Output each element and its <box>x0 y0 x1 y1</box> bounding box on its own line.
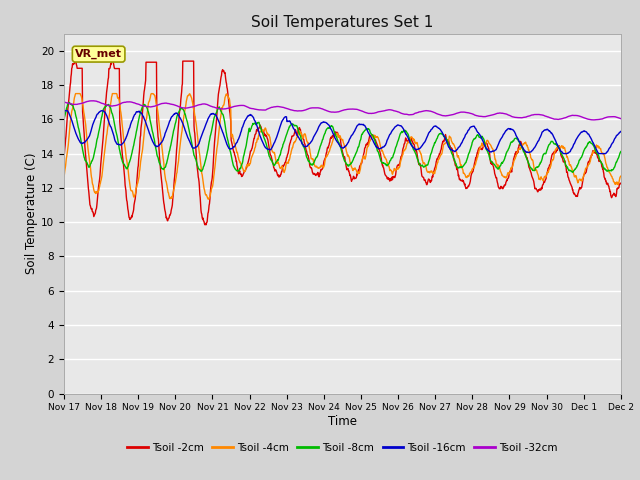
Tsoil -16cm <box>60 108 68 114</box>
Tsoil -8cm <box>429 144 437 150</box>
Tsoil -32cm <box>171 102 179 108</box>
Tsoil -8cm <box>60 117 68 122</box>
Tsoil -2cm <box>109 58 116 64</box>
Tsoil -8cm <box>65 99 73 105</box>
Tsoil -2cm <box>617 180 625 186</box>
Tsoil -8cm <box>184 123 192 129</box>
Title: Soil Temperatures Set 1: Soil Temperatures Set 1 <box>252 15 433 30</box>
Tsoil -8cm <box>502 152 509 157</box>
Tsoil -16cm <box>246 112 254 118</box>
Tsoil -32cm <box>590 117 598 123</box>
Tsoil -4cm <box>247 157 255 163</box>
Tsoil -2cm <box>184 58 192 64</box>
Tsoil -2cm <box>247 148 255 154</box>
Text: VR_met: VR_met <box>75 49 122 59</box>
Line: Tsoil -32cm: Tsoil -32cm <box>64 101 621 120</box>
Tsoil -4cm <box>205 196 212 202</box>
Tsoil -32cm <box>88 98 96 104</box>
Tsoil -8cm <box>617 149 625 155</box>
Tsoil -16cm <box>560 151 568 156</box>
Tsoil -4cm <box>429 170 437 176</box>
Tsoil -16cm <box>170 111 178 117</box>
Line: Tsoil -16cm: Tsoil -16cm <box>64 111 621 154</box>
Tsoil -16cm <box>617 129 625 134</box>
Tsoil -4cm <box>60 174 68 180</box>
Tsoil -8cm <box>568 169 576 175</box>
Line: Tsoil -4cm: Tsoil -4cm <box>64 94 621 199</box>
Tsoil -32cm <box>617 116 625 121</box>
Tsoil -4cm <box>617 173 625 179</box>
Tsoil -2cm <box>202 222 210 228</box>
Tsoil -2cm <box>552 148 559 154</box>
Tsoil -32cm <box>502 111 509 117</box>
Legend: Tsoil -2cm, Tsoil -4cm, Tsoil -8cm, Tsoil -16cm, Tsoil -32cm: Tsoil -2cm, Tsoil -4cm, Tsoil -8cm, Tsoi… <box>123 438 562 457</box>
Tsoil -16cm <box>502 129 509 134</box>
Tsoil -2cm <box>502 179 510 184</box>
Tsoil -32cm <box>184 105 192 110</box>
Tsoil -32cm <box>429 109 437 115</box>
Tsoil -8cm <box>171 123 179 129</box>
Tsoil -32cm <box>246 106 254 111</box>
Line: Tsoil -2cm: Tsoil -2cm <box>64 61 621 225</box>
Tsoil -2cm <box>60 156 68 161</box>
Tsoil -4cm <box>72 91 79 96</box>
Tsoil -4cm <box>502 175 510 181</box>
X-axis label: Time: Time <box>328 415 357 428</box>
Y-axis label: Soil Temperature (C): Soil Temperature (C) <box>25 153 38 275</box>
Tsoil -16cm <box>184 135 191 141</box>
Tsoil -16cm <box>551 136 559 142</box>
Tsoil -32cm <box>551 116 559 122</box>
Tsoil -4cm <box>184 93 192 98</box>
Tsoil -16cm <box>429 125 436 131</box>
Tsoil -4cm <box>552 147 559 153</box>
Tsoil -2cm <box>429 169 437 175</box>
Tsoil -2cm <box>171 174 179 180</box>
Tsoil -32cm <box>60 99 68 105</box>
Tsoil -4cm <box>171 182 179 188</box>
Tsoil -8cm <box>551 141 559 147</box>
Tsoil -8cm <box>246 127 254 132</box>
Line: Tsoil -8cm: Tsoil -8cm <box>64 102 621 172</box>
